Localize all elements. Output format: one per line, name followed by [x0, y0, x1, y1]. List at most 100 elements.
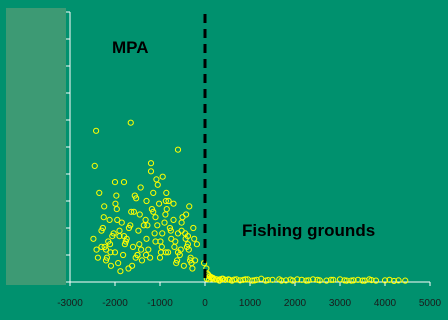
data-point: [144, 222, 151, 229]
data-point: [120, 179, 128, 186]
x-tick-label: 4000: [374, 298, 397, 309]
data-point: [242, 276, 249, 283]
data-point: [309, 276, 317, 283]
data-point: [135, 227, 142, 234]
data-point: [137, 184, 144, 191]
data-point: [390, 277, 398, 285]
data-point: [113, 192, 120, 199]
data-point: [165, 197, 172, 205]
data-point: [249, 277, 256, 284]
data-point: [114, 216, 121, 223]
data-point: [330, 276, 337, 283]
data-point: [372, 277, 380, 284]
data-point: [100, 214, 107, 221]
data-point: [99, 224, 106, 232]
data-point: [171, 243, 178, 250]
data-point: [184, 241, 191, 248]
data-point: [231, 276, 238, 283]
data-point: [167, 227, 174, 234]
x-tick-label: 2000: [284, 298, 307, 309]
data-point: [90, 235, 97, 242]
data-point: [140, 222, 147, 229]
data-point: [138, 246, 145, 253]
data-point: [148, 206, 155, 213]
data-point: [111, 249, 119, 256]
x-tick-label: -1000: [147, 298, 173, 309]
x-tick-label: 1000: [239, 298, 262, 309]
data-point: [386, 276, 393, 283]
data-point: [156, 254, 164, 261]
data-point: [98, 243, 105, 250]
data-point: [354, 276, 362, 283]
data-point: [189, 265, 196, 272]
x-tick-label: 0: [202, 298, 208, 309]
data-point: [174, 257, 181, 264]
data-point: [170, 216, 177, 223]
data-point: [118, 219, 125, 226]
data-point: [159, 230, 166, 237]
data-point: [116, 227, 123, 234]
data-point: [193, 241, 200, 248]
data-point: [107, 262, 115, 269]
data-point: [381, 277, 389, 284]
data-point: [109, 233, 116, 240]
data-point: [183, 243, 191, 250]
data-point: [156, 200, 163, 207]
data-point: [136, 211, 143, 218]
data-point: [226, 276, 233, 283]
data-point: [173, 260, 180, 267]
data-point: [129, 243, 137, 250]
data-point: [350, 277, 357, 284]
data-point: [152, 238, 159, 245]
data-point: [192, 257, 199, 264]
data-point: [94, 254, 102, 261]
data-point: [323, 277, 330, 284]
mpa-label: MPA: [112, 38, 149, 57]
data-point: [190, 224, 197, 232]
data-point: [303, 277, 310, 284]
data-point: [128, 208, 135, 215]
data-point: [163, 189, 170, 196]
data-point: [174, 146, 182, 153]
data-point: [121, 241, 129, 248]
data-point: [162, 211, 169, 218]
data-point: [162, 197, 169, 205]
data-point: [127, 119, 134, 126]
data-point: [142, 251, 150, 259]
points-layer: [90, 119, 409, 285]
data-point: [183, 211, 190, 218]
data-point: [103, 254, 111, 261]
data-point: [336, 276, 344, 283]
data-point: [298, 276, 305, 283]
x-tick-label: 5000: [419, 298, 442, 309]
data-point: [187, 257, 194, 264]
data-point: [287, 276, 294, 283]
data-point: [145, 246, 152, 253]
data-point: [180, 262, 187, 269]
data-point: [111, 179, 119, 186]
data-point: [172, 238, 179, 245]
data-point: [122, 238, 129, 245]
data-point: [174, 230, 182, 237]
data-point: [161, 219, 168, 226]
x-tick-label: 3000: [329, 298, 352, 309]
data-point: [170, 200, 177, 207]
data-point: [117, 268, 124, 275]
data-point: [264, 277, 272, 284]
data-point: [341, 277, 348, 284]
side-panel: [6, 8, 66, 285]
data-point: [154, 181, 161, 188]
data-point: [368, 277, 375, 284]
data-point: [269, 276, 276, 283]
data-point: [107, 249, 114, 256]
data-point: [115, 260, 122, 267]
data-point: [154, 222, 161, 229]
data-point: [203, 275, 210, 282]
data-point: [359, 277, 366, 284]
data-point: [113, 206, 120, 213]
data-point: [178, 227, 185, 234]
data-point: [157, 238, 164, 245]
data-point: [93, 127, 100, 134]
data-point: [143, 197, 150, 205]
